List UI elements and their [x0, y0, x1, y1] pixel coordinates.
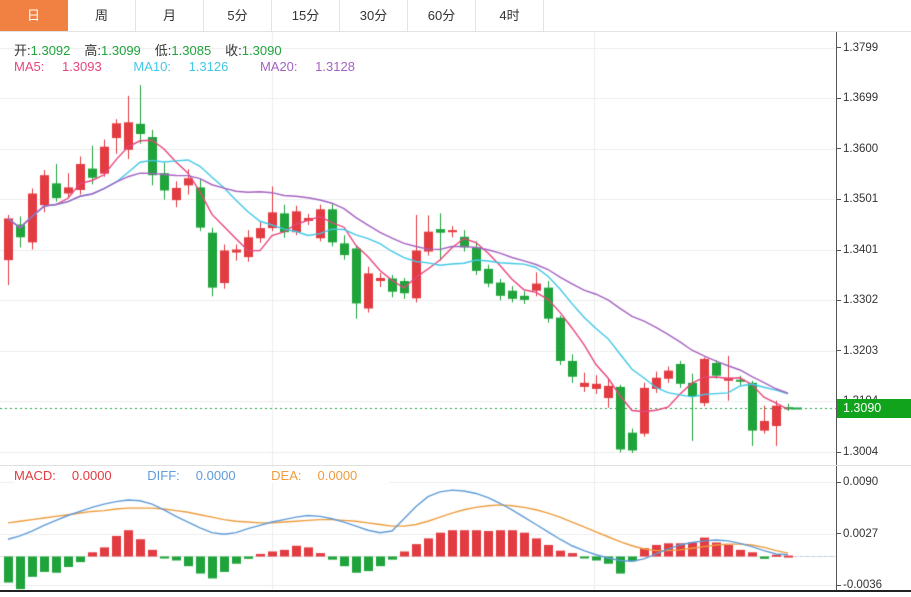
high-value: 1.3099: [101, 43, 141, 58]
tab-5min[interactable]: 5分: [204, 0, 272, 31]
open-label: 开:: [14, 43, 31, 58]
open-value: 1.3092: [30, 43, 71, 58]
period-tabbar: 日 周 月 5分 15分 30分 60分 4时: [0, 0, 911, 32]
ma5-legend: MA5: 1.3093: [14, 59, 102, 74]
tab-60min[interactable]: 60分: [408, 0, 476, 31]
y-axis-label: 1.3004: [837, 444, 878, 460]
ma-legend: MA5: 1.3093 MA10: 1.3126 MA20: 1.3128: [14, 59, 383, 74]
tab-week[interactable]: 周: [68, 0, 136, 31]
y-axis-label: 1.3699: [837, 90, 878, 106]
dea-value-legend: DEA: 0.0000: [271, 468, 358, 483]
tab-15min[interactable]: 15分: [272, 0, 340, 31]
current-price-tag: 1.3090: [837, 398, 911, 418]
ma20-legend: MA20: 1.3128: [259, 59, 355, 74]
tab-day[interactable]: 日: [0, 0, 68, 31]
panel-divider: [0, 465, 911, 466]
close-label: 收:: [225, 43, 242, 58]
macd-value-legend: MACD: 0.0000: [14, 468, 112, 483]
y-axis-label: 1.3600: [837, 141, 878, 157]
y-axis-label: 1.3302: [837, 292, 878, 308]
ma10-legend: MA10: 1.3126: [133, 59, 229, 74]
ohlc-legend: 开:1.3092 高:1.3099 低:1.3085 收:1.3090: [14, 40, 296, 59]
macd-legend: MACD: 0.0000 DIFF: 0.0000 DEA: 0.0000: [14, 468, 390, 483]
low-label: 低:: [154, 43, 172, 58]
candlestick-chart-canvas[interactable]: [0, 32, 836, 591]
y-axis-label: 0.0090: [837, 474, 878, 490]
y-axis-label: 1.3203: [837, 343, 878, 359]
high-label: 高:: [84, 43, 102, 58]
bottom-axis-line: [0, 590, 911, 592]
y-axis-label: 1.3501: [837, 191, 878, 207]
y-axis-label: 0.0027: [837, 526, 878, 542]
close-value: 1.3090: [241, 43, 282, 58]
price-axis: 1.3090 1.3799 1.3699 1.3600 1.3501 1.3401 1.3…: [836, 32, 911, 591]
low-value: 1.3085: [171, 43, 212, 58]
y-axis-label: 1.3401: [837, 242, 878, 258]
tab-4hour[interactable]: 4时: [476, 0, 544, 31]
y-axis-label: -0.0036: [837, 577, 882, 593]
diff-value-legend: DIFF: 0.0000: [147, 468, 236, 483]
tab-30min[interactable]: 30分: [340, 0, 408, 31]
tab-month[interactable]: 月: [136, 0, 204, 31]
y-axis-label: 1.3799: [837, 40, 878, 56]
